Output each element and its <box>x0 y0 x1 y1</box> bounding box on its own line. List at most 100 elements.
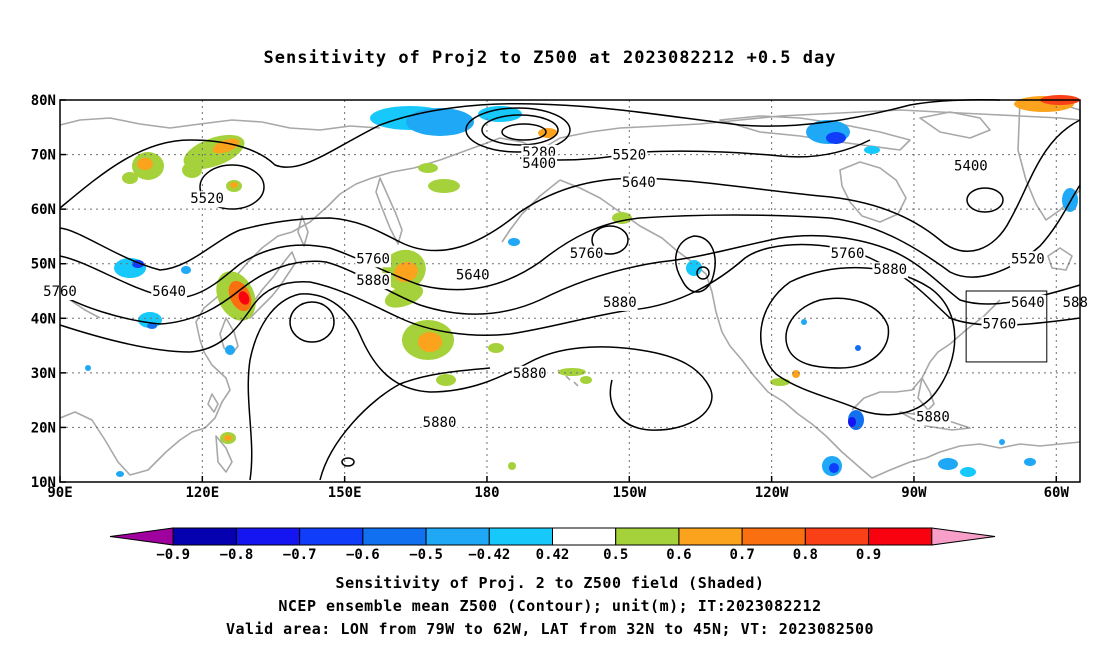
shading-patch <box>558 368 586 376</box>
shading-patch <box>224 435 232 441</box>
caption-line-3: Valid area: LON from 79W to 62W, LAT fro… <box>225 620 875 638</box>
x-tick-label: 90E <box>47 485 72 501</box>
colorbar-label: 0.9 <box>856 547 881 563</box>
contour-label: 5520 <box>1011 251 1045 267</box>
shading-patch <box>864 146 880 154</box>
shading-patch <box>238 291 250 305</box>
colorbar-swatch <box>931 527 996 546</box>
shading-patch <box>1024 458 1036 466</box>
shading-patch <box>770 378 790 386</box>
shading-patch <box>147 323 157 329</box>
colorbar-swatch <box>615 527 680 546</box>
contour-label-bg <box>1009 294 1046 311</box>
y-tick-label: 30N <box>31 366 56 382</box>
shading-patch <box>855 345 861 351</box>
colorbar-label: −0.8 <box>220 547 254 563</box>
y-tick-label: 20N <box>31 420 56 436</box>
map-frame <box>59 99 1081 483</box>
y-tick-label: 60N <box>31 202 56 218</box>
shading-patch <box>85 365 91 371</box>
contour-label-bg <box>521 155 558 172</box>
contour-label: 5880 <box>356 273 390 289</box>
contour-label: 5400 <box>954 158 988 174</box>
contour-label: 5880 <box>423 415 457 431</box>
contour-label-bg <box>981 316 1018 333</box>
contour-label: 5640 <box>456 268 490 284</box>
colorbar: −0.9 −0.8 −0.7 −0.6 −0.5 −0.42 0.42 0.5 0.6 0.7 0.… <box>109 527 996 563</box>
colorbar-label: −0.6 <box>346 547 380 563</box>
contour-label: 5880 <box>513 366 547 382</box>
contour-label-bg <box>454 267 491 284</box>
valid-area-box <box>965 290 1048 363</box>
y-tick-label: 70N <box>31 148 56 164</box>
contour-label-bg <box>620 174 657 191</box>
contour-label: 5760 <box>831 246 865 262</box>
colorbar-label: 0.7 <box>729 547 754 563</box>
shading-patch <box>137 158 153 170</box>
contour-label: 5760 <box>356 251 390 267</box>
shading-patch <box>116 471 124 477</box>
shading-patch <box>960 467 976 477</box>
shading-patch <box>508 462 516 470</box>
colorbar-label: −0.9 <box>156 547 190 563</box>
shading-patch <box>826 132 846 144</box>
z500-contours <box>59 98 1081 481</box>
colorbar-swatch <box>299 527 364 546</box>
coastlines <box>59 99 1081 479</box>
x-tick-label: 120E <box>185 485 219 501</box>
y-tick-label: 80N <box>31 93 56 109</box>
contour-label: 588 <box>1063 295 1088 311</box>
contour-label: 5880 <box>873 262 907 278</box>
shading-patch <box>225 345 235 355</box>
shading-patch <box>478 106 522 122</box>
contour-label-bg <box>1009 251 1046 268</box>
x-tick-label: 150W <box>612 485 646 501</box>
shading-patch <box>612 212 632 224</box>
y-tick-label: 50N <box>31 257 56 273</box>
contour-label-bg <box>953 158 989 175</box>
colorbar-label: 0.8 <box>793 547 818 563</box>
contour-label-bg <box>511 365 548 382</box>
colorbar-label: 0.6 <box>666 547 691 563</box>
shading-patch <box>182 162 202 178</box>
contour-label-bg <box>151 284 187 300</box>
shading-patch <box>801 319 807 325</box>
colorbar-swatch <box>678 527 743 546</box>
x-tick-label: 120W <box>755 485 789 501</box>
colorbar-swatch <box>741 527 806 546</box>
colorbar-swatch <box>362 527 427 546</box>
colorbar-swatch <box>868 527 933 546</box>
colorbar-swatch <box>235 527 301 546</box>
contour-label: 5880 <box>603 295 637 311</box>
map-title: Sensitivity of Proj2 to Z500 at 20230822… <box>263 48 837 68</box>
shading-patch <box>508 238 520 246</box>
contour-label-bg <box>915 409 951 426</box>
contour-label-bg <box>568 245 605 262</box>
colorbar-swatch <box>552 527 617 546</box>
caption-line-1: Sensitivity of Proj. 2 to Z500 field (Sh… <box>335 574 765 592</box>
colorbar-label: −0.5 <box>409 547 443 563</box>
shading-patch <box>418 163 438 173</box>
colorbar-label: 0.5 <box>603 547 628 563</box>
shading-patch <box>428 179 460 193</box>
shading-patch <box>580 376 592 384</box>
contour-label-bg <box>872 262 909 279</box>
sensitivity-shading <box>85 95 1080 477</box>
contour-label-bg <box>189 191 225 208</box>
x-tick-label: 180 <box>474 485 499 501</box>
contour-label-bg <box>421 414 458 431</box>
colorbar-swatch <box>488 527 553 546</box>
shading-patch <box>938 458 958 470</box>
colorbar-swatch <box>109 527 174 546</box>
x-tick-label: 150E <box>328 485 362 501</box>
y-axis: 80N 70N 60N 50N 40N 30N 20N 10N <box>31 93 66 491</box>
contour-label: 5640 <box>622 175 656 191</box>
colorbar-label: −0.42 <box>468 547 510 563</box>
shading-patch <box>488 343 504 353</box>
contour-label: 5520 <box>612 148 646 164</box>
contour-label: 5520 <box>190 191 224 207</box>
caption-line-2: NCEP ensemble mean Z500 (Contour); unit(… <box>278 597 822 615</box>
contour-label-bg <box>611 147 648 164</box>
contour-label-bg <box>829 245 866 262</box>
